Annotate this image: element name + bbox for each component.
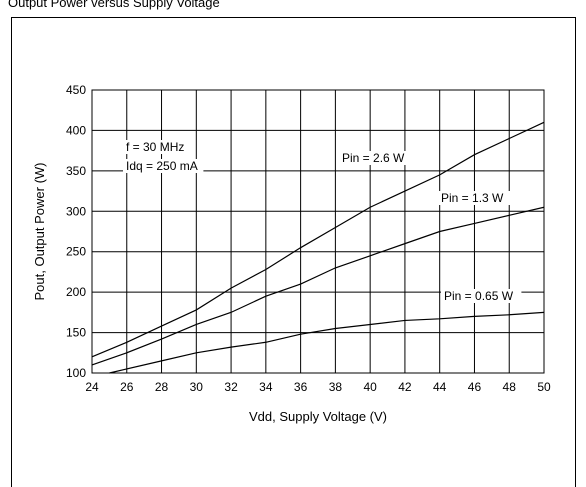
series-label-bg [438,191,513,205]
x-tick-label: 44 [433,380,447,394]
x-tick-label: 40 [363,380,377,394]
annotation-bg [123,159,204,173]
annotation-bg [123,140,191,154]
x-tick-label: 42 [398,380,412,394]
x-tick-label: 26 [120,380,134,394]
series-label-3: Pin = 0.65 W [444,289,514,303]
figure-frame [11,17,576,487]
series-layer [91,121,545,374]
y-tick-label: 450 [66,83,86,97]
annotation-2: Idq = 250 mA [126,159,198,173]
y-tick-label: 100 [66,366,86,380]
y-axis-label: Pout, Output Power (W) [32,163,47,301]
y-tick-label: 200 [66,285,86,299]
series-line-1 [91,121,545,358]
series-label-2: Pin = 1.3 W [441,191,504,205]
y-tick-label: 250 [66,245,86,259]
x-tick-label: 24 [85,380,99,394]
tick-layer: 24 26 28 30 32 34 36 38 40 42 44 46 48 50 100 150 200 250… [66,83,551,394]
x-tick-label: 36 [294,380,308,394]
x-tick-label: 50 [537,380,551,394]
page-title-text: Output Power versus Supply Voltage [8,0,220,10]
x-tick-label: 34 [259,380,273,394]
page-title: Output Power versus Supply Voltage [8,0,578,13]
series-line-3 [109,311,545,374]
y-tick-label: 400 [66,123,86,137]
y-tick-label: 150 [66,326,86,340]
x-tick-label: 32 [224,380,238,394]
x-axis-label: Vdd, Supply Voltage (V) [249,409,387,424]
plot-area-border [91,89,545,374]
series-label-bg [441,289,522,303]
x-tick-label: 30 [190,380,204,394]
series-label-bg [339,151,414,165]
annotation-1: f = 30 MHz [126,140,184,154]
x-tick-label: 28 [155,380,169,394]
label-layer: Pin = 2.6 W Pin = 1.3 W Pin = 0.65 W f = 30… [32,140,522,424]
x-tick-label: 48 [503,380,517,394]
series-label-1: Pin = 2.6 W [342,151,405,165]
y-tick-label: 350 [66,164,86,178]
series-line-2 [91,206,545,366]
grid-layer [91,89,545,374]
x-tick-label: 46 [468,380,482,394]
y-tick-label: 300 [66,204,86,218]
x-tick-label: 38 [329,380,343,394]
